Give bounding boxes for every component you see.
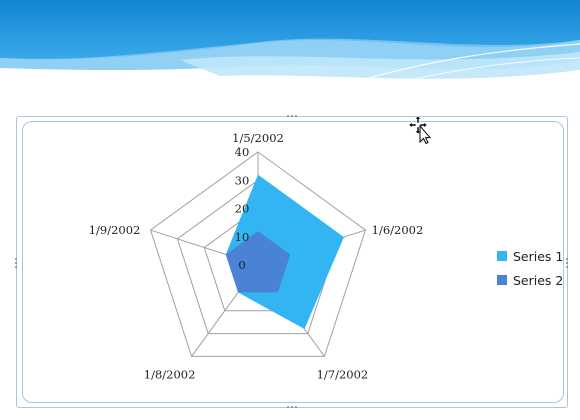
radar-ticks: 0 10 20 30 40 [235, 145, 250, 272]
legend-swatch-series-1 [497, 251, 507, 261]
radar-category-label: 1/9/2002 [89, 223, 141, 237]
radar-category-label: 1/8/2002 [144, 367, 196, 381]
resize-handle-left[interactable] [15, 258, 18, 268]
resize-handle-right[interactable] [566, 258, 569, 268]
radar-tick-label: 40 [235, 145, 250, 159]
chart-legend[interactable]: Series 1 Series 2 [497, 244, 563, 292]
radar-series-area-2[interactable] [225, 231, 291, 293]
radar-tick-label: 10 [235, 230, 250, 244]
radar-tick-label: 30 [235, 173, 250, 187]
legend-label: Series 1 [513, 248, 564, 264]
legend-item-series-2[interactable]: Series 2 [497, 268, 563, 292]
chart-area[interactable] [22, 121, 564, 403]
radar-tick-label: 20 [235, 202, 250, 216]
legend-swatch-series-2 [497, 275, 507, 285]
radar-series [225, 174, 344, 329]
radar-tick-label: 0 [238, 258, 245, 272]
legend-item-series-1[interactable]: Series 1 [497, 244, 563, 268]
move-cursor-icon [409, 116, 432, 144]
radar-category-label: 1/5/2002 [232, 131, 284, 145]
resize-handle-bottom[interactable] [287, 406, 297, 409]
resize-handle-top[interactable] [287, 115, 297, 118]
radar-category-label: 1/7/2002 [317, 367, 369, 381]
header-banner [0, 0, 580, 100]
legend-label: Series 2 [513, 272, 564, 288]
radar-grid-ring [149, 151, 367, 357]
radar-category-labels: 1/5/2002 1/6/2002 1/7/2002 1/8/2002 1/9/2002 [89, 131, 424, 381]
radar-category-label: 1/6/2002 [372, 223, 424, 237]
